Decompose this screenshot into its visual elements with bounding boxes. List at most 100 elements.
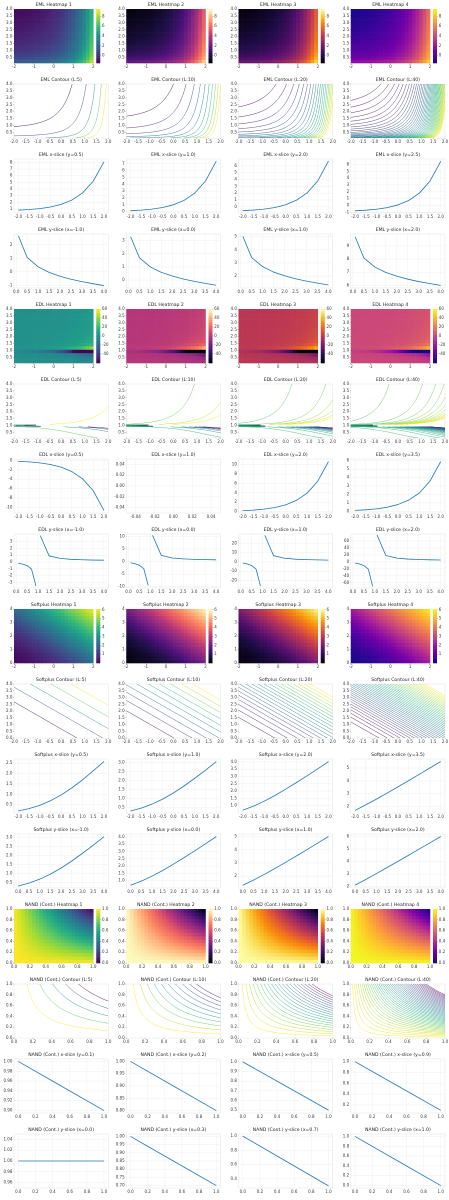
heat-cell <box>57 9 62 13</box>
heat-cell <box>292 336 297 340</box>
heat-cell <box>198 322 203 327</box>
heat-cell <box>60 339 65 344</box>
heat-cell <box>78 659 83 664</box>
heat-cell <box>50 646 54 650</box>
contour-line <box>256 384 326 425</box>
heat-cell <box>187 19 192 23</box>
heat-cell <box>285 315 290 320</box>
colorbar-cell <box>320 32 325 35</box>
heat-cell <box>408 352 413 357</box>
heat-cell <box>82 52 87 57</box>
heat-cell <box>173 319 177 323</box>
line <box>18 460 105 511</box>
heat-cell <box>24 636 29 640</box>
heat-cell <box>422 52 427 57</box>
x-tick-label: -1.0 <box>146 439 154 444</box>
colorbar-cell <box>320 332 325 335</box>
heat-cell <box>354 56 359 60</box>
colorbar-cell <box>96 323 101 326</box>
heat-cell <box>408 42 413 47</box>
heat-cell <box>133 25 138 30</box>
heat-cell <box>245 315 250 320</box>
heat-cell <box>129 39 134 44</box>
heat-cell <box>64 312 69 317</box>
heat-cell <box>350 46 355 50</box>
heat-cell <box>14 309 18 313</box>
heat-cell <box>32 659 36 664</box>
y-tick-label: 3.0 <box>231 20 238 25</box>
heat-cell <box>140 629 145 633</box>
y-tick-label: 6 <box>10 173 13 178</box>
heat-cell <box>278 356 283 360</box>
panel: EDL y-slice (x=0.0)0.0 0.5 1.0 1.5 2.0 2.5 3.0… <box>118 527 221 594</box>
heat-cell <box>270 22 275 27</box>
heat-cell <box>89 619 94 623</box>
heat-cell <box>173 356 177 360</box>
heat-cell <box>50 49 54 54</box>
heat-cell <box>393 332 398 337</box>
heat-cell <box>32 639 36 644</box>
heat-cell <box>260 42 265 47</box>
heat-cell <box>151 329 156 333</box>
heat-cell <box>42 636 47 640</box>
heat-cell <box>383 46 388 50</box>
heat-cell <box>133 325 138 330</box>
heat-cell <box>401 309 406 313</box>
heat-cell <box>89 332 94 337</box>
colorbar-cell <box>320 352 325 355</box>
heat-cell <box>68 49 72 54</box>
heat-cell <box>78 642 83 647</box>
heat-cell <box>191 15 195 20</box>
heat-cell <box>42 619 47 623</box>
heat-cell <box>162 322 167 327</box>
heat-cell <box>365 22 370 27</box>
y-tick-label: 0.00 <box>116 483 125 488</box>
heat-cell <box>144 359 149 364</box>
heat-cell <box>404 56 409 60</box>
heat-cell <box>260 59 265 64</box>
heat-cell <box>86 25 90 30</box>
heat-cell <box>89 12 94 17</box>
heat-cell <box>42 336 47 340</box>
heat-cell <box>35 332 40 337</box>
heat-cell <box>147 646 152 650</box>
heat-cell <box>314 309 319 313</box>
heat-cell <box>296 59 301 64</box>
heat-cell <box>281 346 286 350</box>
heat-cell <box>411 32 416 37</box>
heat-cell <box>299 36 304 40</box>
heat-cell <box>419 52 424 57</box>
heat-cell <box>242 359 247 364</box>
heat-cell <box>155 312 159 317</box>
heat-cell <box>140 22 145 27</box>
heat-cell <box>169 19 174 23</box>
heat-cell <box>144 315 149 320</box>
colorbar-cell <box>96 34 101 37</box>
colorbar-cell <box>433 355 437 358</box>
heat-cell <box>260 339 265 344</box>
heat-cell <box>292 19 297 23</box>
heat-cell <box>260 52 265 57</box>
heat-cell <box>288 352 293 357</box>
heat-cell <box>165 319 170 323</box>
heat-cell <box>180 325 185 330</box>
heat-cell <box>89 59 94 64</box>
contour-line <box>238 84 277 108</box>
heat-cell <box>390 36 395 40</box>
heat-cell <box>422 349 427 354</box>
heat-cell <box>151 612 156 617</box>
x-tick-label: 3.0 <box>416 589 423 594</box>
colorbar-cell <box>433 46 437 49</box>
y-tick-label: 1.5 <box>118 416 125 421</box>
heat-cell <box>57 615 62 620</box>
colorbar-cell <box>433 336 437 339</box>
heat-cell <box>296 36 301 40</box>
heat-cell <box>78 359 83 364</box>
heat-cell <box>390 332 395 337</box>
heat-cell <box>46 29 51 33</box>
y-tick-label: 3.5 <box>118 13 125 18</box>
y-tick-label: 0.5 <box>231 129 238 134</box>
heat-cell <box>296 346 301 350</box>
heat-cell <box>24 46 29 50</box>
